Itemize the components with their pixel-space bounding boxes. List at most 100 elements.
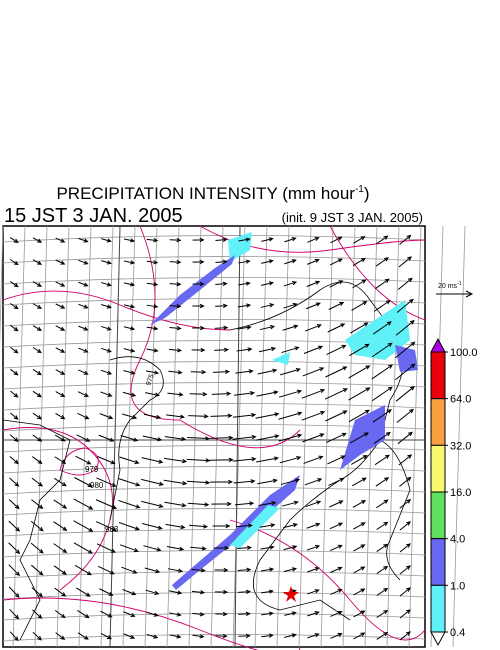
wind-arrow (283, 567, 298, 572)
wind-arrow (237, 545, 253, 550)
wind-arrow (261, 237, 274, 242)
wind-arrow (306, 544, 321, 551)
wind-arrow (146, 326, 159, 331)
coastline (109, 356, 164, 521)
colorbar-label: 1.0 (450, 580, 465, 592)
wind-arrow (374, 278, 390, 290)
wind-arrow (55, 391, 66, 398)
graticule-line (320, 225, 334, 648)
graticule-line (122, 225, 136, 648)
wind-arrow (329, 500, 344, 508)
wind-arrow (164, 436, 187, 442)
wind-arrow (258, 346, 277, 353)
wind-arrow (73, 498, 94, 510)
wind-arrow (9, 608, 20, 620)
wind-arrow (372, 321, 392, 335)
wind-arrow (78, 237, 89, 243)
wind-arrow (165, 523, 186, 530)
wind-arrow (140, 478, 165, 486)
wind-arrow (371, 342, 393, 358)
wind-arrow (192, 237, 205, 243)
wind-arrow (53, 565, 67, 575)
wind-arrow (397, 431, 413, 445)
wind-arrow (214, 567, 229, 573)
wind-arrow (376, 521, 389, 531)
graticule-line (0, 225, 4, 346)
wind-arrow (32, 325, 42, 332)
wind-arrow (142, 435, 163, 442)
wind-arrow (9, 631, 19, 642)
map: 975 979 980 983 (0, 225, 466, 650)
wind-arrow (210, 413, 233, 418)
wind-arrow (53, 543, 68, 554)
wind-arrow (123, 370, 136, 375)
wind-arrow (123, 260, 136, 265)
wind-arrow (261, 281, 275, 286)
wind-arrow (353, 588, 366, 596)
wind-arrow (349, 343, 370, 357)
graticule-main (234, 225, 241, 648)
wind-arrow (55, 259, 66, 265)
wind-arrow (395, 363, 416, 381)
wind-arrow (238, 611, 251, 617)
wind-arrow (302, 433, 325, 443)
graticule-line (298, 225, 312, 648)
wind-arrow (191, 590, 206, 595)
precip-area (230, 505, 280, 548)
wind-arrow (98, 434, 115, 442)
wind-arrow (9, 477, 20, 487)
colorbar-label: 100.0 (450, 347, 478, 359)
wind-arrow (10, 368, 19, 376)
wind-arrow (96, 543, 117, 553)
wind-arrow (376, 565, 389, 574)
wind-arrow (189, 391, 208, 397)
wind-arrow (101, 238, 112, 243)
wind-arrow (376, 587, 389, 596)
wind-arrow (209, 435, 234, 440)
wind-arrow (325, 366, 348, 378)
wind-scale-sup: -1 (457, 281, 462, 287)
graticule-line (2, 508, 426, 516)
wind-scale-label: 20 ms-1 (438, 281, 462, 290)
graticule-line (2, 571, 426, 579)
wind-arrow (100, 369, 113, 375)
wind-arrow (168, 370, 183, 375)
wind-arrow (169, 237, 182, 243)
wind-arrow (192, 634, 205, 639)
wind-arrow (305, 302, 321, 310)
wind-arrow (78, 325, 89, 331)
wind-arrow (76, 587, 91, 597)
wind-arrow (307, 611, 320, 617)
graticule-line (254, 225, 268, 648)
wind-arrow (100, 391, 113, 397)
graticule-line (2, 256, 426, 264)
wind-arrow (284, 259, 297, 265)
wind-arrow (232, 412, 257, 418)
wind-arrow (284, 633, 297, 638)
wind-arrow (397, 277, 413, 291)
graticule-line (342, 225, 356, 648)
wind-arrow (189, 524, 209, 529)
coastlines (2, 281, 411, 641)
wind-arrow (398, 454, 413, 466)
isobar (2, 290, 231, 331)
wind-arrow (146, 304, 159, 309)
wind-arrow (301, 388, 326, 399)
graticule-line (34, 225, 48, 648)
wind-arrow (399, 521, 411, 531)
wind-arrow (238, 633, 251, 639)
wind-arrow (54, 434, 66, 442)
wind-arrow (399, 609, 411, 619)
colorbar: 100.0 64.0 32.0 16.0 4.0 1.0 0.4 (430, 337, 478, 647)
wind-arrow (214, 347, 230, 352)
wind-arrow (54, 456, 67, 464)
wind-arrow (143, 545, 162, 552)
wind-arrow (257, 478, 278, 485)
wind-arrow (304, 324, 322, 332)
init-time: (init. 9 JST 3 JAN. 2005) (282, 210, 423, 225)
wind-arrow (375, 257, 389, 267)
wind-arrow (101, 260, 112, 265)
wind-arrow (307, 567, 320, 573)
graticule-line (2, 235, 426, 243)
wind-arrow (257, 368, 278, 375)
